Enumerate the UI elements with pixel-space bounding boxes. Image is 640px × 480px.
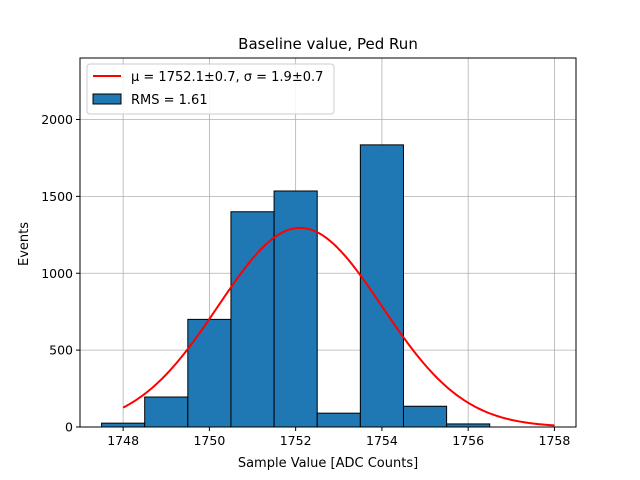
legend-fit-label: μ = 1752.1±0.7, σ = 1.9±0.7 xyxy=(131,70,323,85)
y-tick-label: 500 xyxy=(49,343,73,358)
histogram-bar xyxy=(316,412,361,428)
x-tick-label: 1758 xyxy=(539,433,571,448)
y-tick-label: 0 xyxy=(65,420,73,435)
legend: μ = 1752.1±0.7, σ = 1.9±0.7 RMS = 1.61 xyxy=(86,63,335,115)
x-axis-ticks: 1748 1750 1752 1754 1756 1758 xyxy=(107,427,570,448)
plot-frame xyxy=(79,57,577,428)
y-tick-label: 1000 xyxy=(41,266,73,281)
x-tick-label: 1748 xyxy=(107,433,139,448)
x-tick-label: 1752 xyxy=(280,433,312,448)
x-axis-label: Sample Value [ADC Counts] xyxy=(238,456,418,471)
x-tick-label: 1750 xyxy=(193,433,225,448)
x-tick-label: 1756 xyxy=(452,433,484,448)
histogram-bar xyxy=(101,422,146,428)
gaussian-fit-curve xyxy=(122,226,555,427)
histogram-bar xyxy=(230,211,275,428)
histogram-bar xyxy=(273,190,318,428)
legend-histogram-swatch xyxy=(92,93,122,105)
histogram-bar xyxy=(144,396,189,428)
chart-title: Baseline value, Ped Run xyxy=(238,35,418,53)
x-tick-label: 1754 xyxy=(366,433,398,448)
legend-histogram-label: RMS = 1.61 xyxy=(131,93,208,108)
y-tick-label: 1500 xyxy=(41,189,73,204)
histogram-bar xyxy=(402,405,448,428)
histogram-bar xyxy=(187,318,232,428)
y-tick-label: 2000 xyxy=(41,112,73,127)
legend-box xyxy=(86,63,335,115)
y-axis-ticks: 0 500 1000 1500 2000 xyxy=(41,112,80,435)
y-axis-label: Events xyxy=(17,222,32,266)
histogram-bars xyxy=(101,144,491,428)
